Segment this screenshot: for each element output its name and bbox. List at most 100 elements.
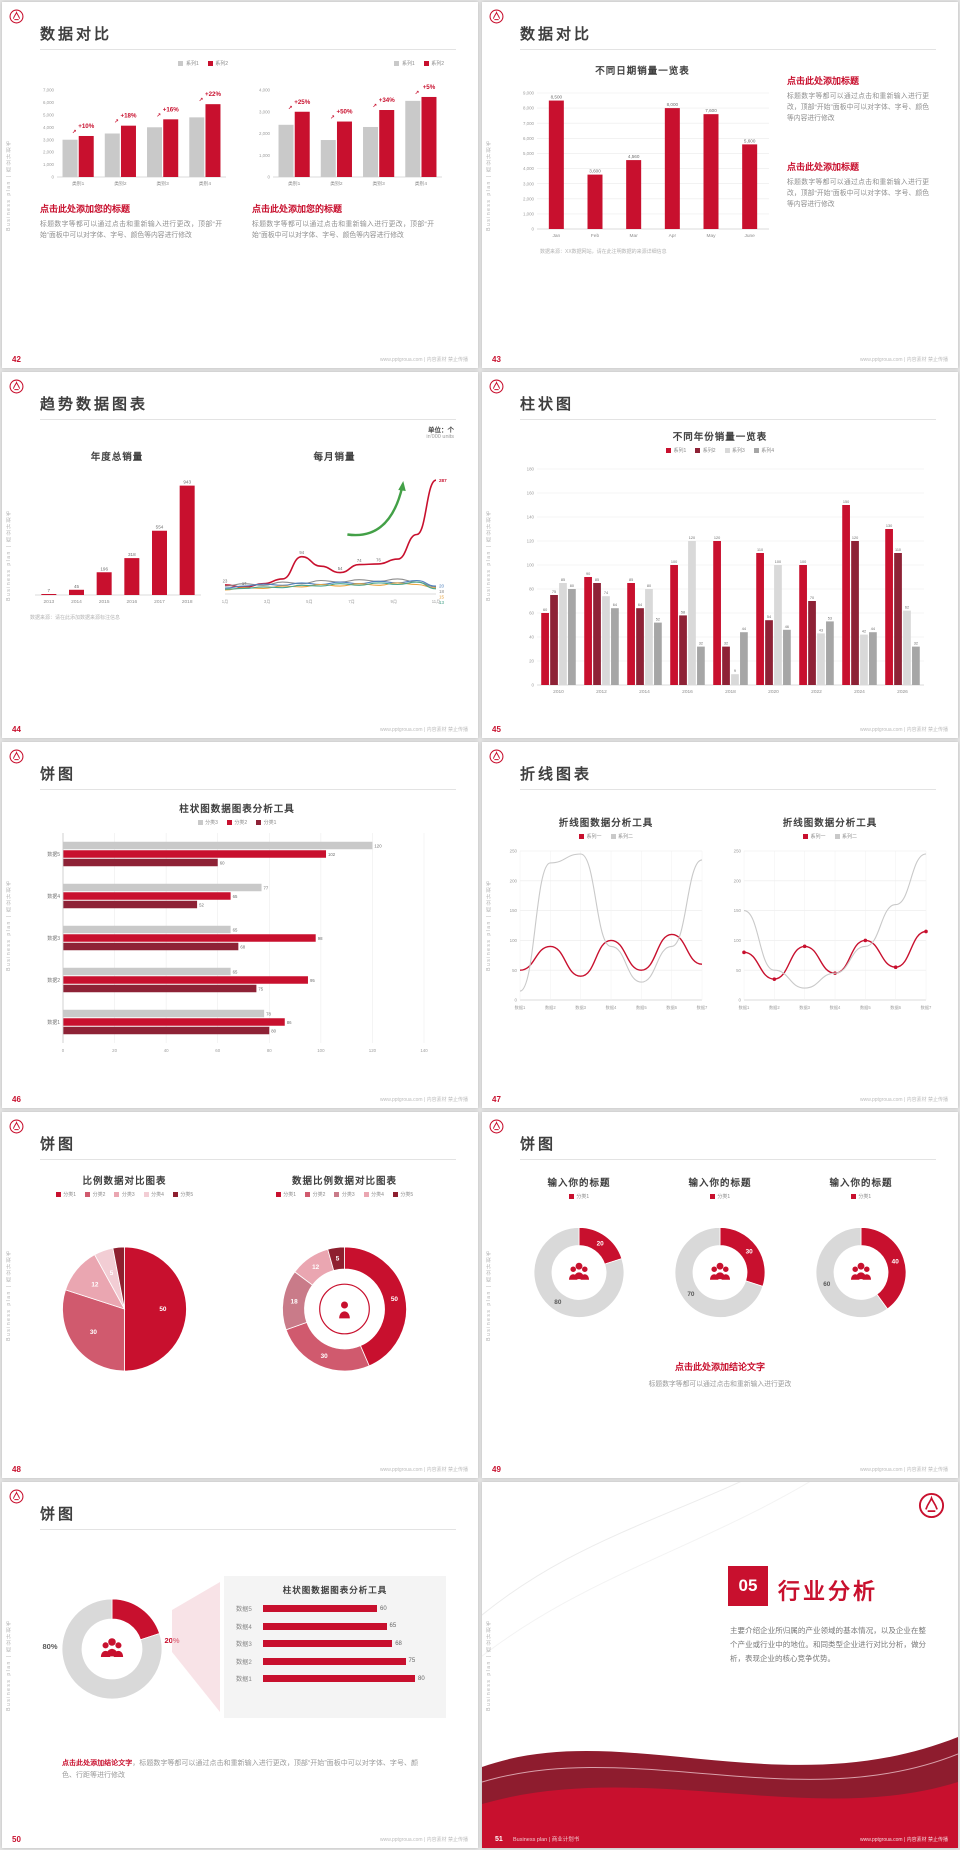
svg-text:1,000: 1,000 (259, 153, 271, 158)
chart-canvas: 50 30 12 5 (62, 1246, 187, 1372)
grouped-bar-chart-right: 系列1 系列2 0 1,000 2,000 3,000 4,000 +25% ↗ +50% ↗ +34… (246, 60, 448, 188)
title-divider (520, 789, 936, 790)
slide-51[interactable]: Business plan | 商业计划书 05 行业分析 主要介绍企业所归属的… (482, 1482, 958, 1848)
chart-title: 年度总销量 (90, 452, 144, 463)
chart-canvas: 0 50 100 150 200 250 数据1 数据2 数据3 数据4 数据5 数据6 数据7 (510, 849, 708, 1011)
svg-text:80: 80 (647, 584, 651, 588)
svg-text:150: 150 (843, 500, 849, 504)
svg-text:20: 20 (529, 659, 534, 664)
svg-text:类别1: 类别1 (72, 180, 85, 187)
svg-text:2012: 2012 (596, 689, 607, 695)
legend-item: 分类3 (114, 1191, 135, 1198)
grouped-bar-chart-left: 系列1 系列2 0 1,000 2,000 3,000 4,000 5,000 6,000 7,0… (30, 60, 232, 188)
svg-text:Mar: Mar (630, 233, 639, 239)
footer-text: www.pptgroua.com | 内容素材 禁止传播 (860, 1097, 948, 1103)
brand-logo-icon (489, 1119, 504, 1134)
svg-text:Jan: Jan (552, 233, 560, 239)
legend-item: 系列2 (695, 447, 716, 454)
chart-title: 每月销量 (313, 452, 356, 463)
panel-bar (263, 1657, 406, 1665)
chart-title: 比例数据对比图表 (82, 1176, 167, 1187)
svg-text:5: 5 (336, 1256, 340, 1263)
slide-49[interactable]: Business plan | 商业计划书 饼图 输入你的标题 分类1 20 80 输… (482, 1112, 958, 1478)
svg-text:100: 100 (800, 560, 806, 564)
svg-text:12: 12 (91, 1282, 99, 1289)
svg-text:13: 13 (439, 600, 445, 605)
legend-item: 系列一 (578, 833, 602, 840)
text-block: 点击此处添加您的标题 标题数字等都可以通过点击和重新输入进行更改，顶部“开始”面… (40, 202, 222, 242)
svg-text:53: 53 (828, 616, 832, 620)
block-body: 标题数字等都可以通过点击和重新输入进行更改，顶部“开始”面板中可以对字体、字号、… (787, 93, 929, 122)
svg-text:4,000: 4,000 (523, 166, 535, 171)
svg-text:15: 15 (439, 595, 445, 600)
svg-text:7,600: 7,600 (705, 108, 717, 113)
svg-text:43: 43 (819, 628, 823, 632)
title-divider (520, 49, 936, 50)
slide-43[interactable]: Business plan | 商业计划书 数据对比 不同日期销量一览表 0 1,0… (482, 2, 958, 368)
svg-text:↗: ↗ (72, 129, 77, 135)
slide-title: 趋势数据图表 (40, 396, 149, 413)
svg-text:类别4: 类别4 (199, 180, 212, 187)
legend-item: 系列4 (753, 447, 774, 454)
svg-text:数据4: 数据4 (606, 1004, 617, 1011)
conclusion-body: ，标题数字等都可以通过点击和重新输入进行更改，顶部“开始”面板中可以对字体、字号… (62, 1760, 418, 1779)
unit-label: 单位：个 (428, 427, 454, 434)
legend-item: 系列1 (665, 447, 686, 454)
chart-title: 不同日期销量一览表 (595, 66, 690, 77)
decorative-curves (482, 1482, 958, 1848)
svg-text:+34%: +34% (379, 97, 395, 104)
block-heading: 点击此处添加标题 (787, 162, 860, 172)
svg-text:5: 5 (110, 1270, 114, 1277)
svg-text:30: 30 (321, 1353, 329, 1360)
chart-canvas: 7 45 196 318 554 943 2013 2014 2015 2016 2017 2018 (35, 480, 201, 605)
svg-text:数据5: 数据5 (860, 1004, 871, 1011)
legend-item: 分类1 (850, 1193, 871, 1200)
page-number: 44 (12, 725, 21, 734)
svg-text:Apr: Apr (669, 233, 677, 239)
svg-text:40: 40 (892, 1259, 900, 1266)
slide-45[interactable]: Business plan | 商业计划书 柱状图 不同年份销量一览表 系列1 系列… (482, 372, 958, 738)
legend-item: 系列1 (178, 60, 199, 67)
svg-text:150: 150 (510, 908, 518, 913)
svg-text:54: 54 (338, 566, 343, 571)
svg-text:140: 140 (420, 1048, 428, 1053)
svg-text:50: 50 (391, 1296, 399, 1303)
slide-title: 数据对比 (40, 26, 113, 43)
legend-item: 分类1 (55, 1191, 76, 1198)
donut-chart-1: 输入你的标题 分类1 20 80 (516, 1174, 642, 1342)
legend-item: 系列1 (394, 60, 415, 67)
svg-text:7: 7 (48, 588, 51, 593)
svg-text:250: 250 (510, 849, 518, 854)
slide-46[interactable]: Business plan | 商业计划书 饼图 柱状图数据图表分析工具 分类3 分… (2, 742, 478, 1108)
svg-text:类别1: 类别1 (288, 180, 301, 187)
svg-text:68: 68 (240, 945, 245, 950)
svg-text:7月: 7月 (348, 599, 355, 605)
svg-text:102: 102 (328, 852, 336, 857)
slide-48[interactable]: Business plan | 商业计划书 饼图 比例数据对比图表 分类1 分类2 分… (2, 1112, 478, 1478)
page-number: 43 (492, 355, 501, 364)
svg-text:30: 30 (746, 1249, 754, 1256)
title-divider (40, 419, 456, 420)
chart-canvas: 0 1,000 2,000 3,000 4,000 5,000 6,000 7,000 +10%… (43, 88, 226, 187)
svg-text:3,600: 3,600 (589, 169, 601, 174)
svg-text:8,500: 8,500 (551, 95, 563, 100)
source-note: 数据来源：请在此添加数据来源标注信息 (30, 615, 121, 621)
svg-text:5,000: 5,000 (43, 112, 55, 117)
svg-text:120: 120 (374, 844, 382, 849)
footer-text: www.pptgroua.com | 内容素材 禁止传播 (860, 357, 948, 363)
svg-text:数据3: 数据3 (575, 1004, 586, 1011)
footer-label: Business plan | 商业计划书 (513, 1836, 580, 1843)
page-number: 51 (495, 1836, 503, 1843)
panel-bar-label: 数据1 (236, 1676, 252, 1683)
pie-chart: 比例数据对比图表 分类1 分类2 分类3 分类4 分类5 50 30 12 5 (27, 1172, 222, 1417)
slide-50[interactable]: Business plan | 商业计划书 饼图 80%20% 柱状图数据图表分… (2, 1482, 478, 1848)
slide-42[interactable]: Business plan | 商业计划书 数据对比 系列1 系列2 0 1,000 2… (2, 2, 478, 368)
svg-text:74: 74 (357, 558, 362, 563)
slide-47[interactable]: Business plan | 商业计划书 折线图表 折线图数据分析工具 系列一系… (482, 742, 958, 1108)
chart-canvas: 0 20 40 60 80 100 120 140 160 180 60 90 85 100 120 110 1… (527, 467, 924, 695)
svg-text:4,560: 4,560 (628, 154, 640, 159)
svg-text:44: 44 (871, 627, 875, 631)
svg-text:250: 250 (734, 849, 742, 854)
panel-bar-row: 数据4 65 (236, 1622, 434, 1631)
slide-44[interactable]: Business plan | 商业计划书 趋势数据图表 单位：个 in'000… (2, 372, 478, 738)
